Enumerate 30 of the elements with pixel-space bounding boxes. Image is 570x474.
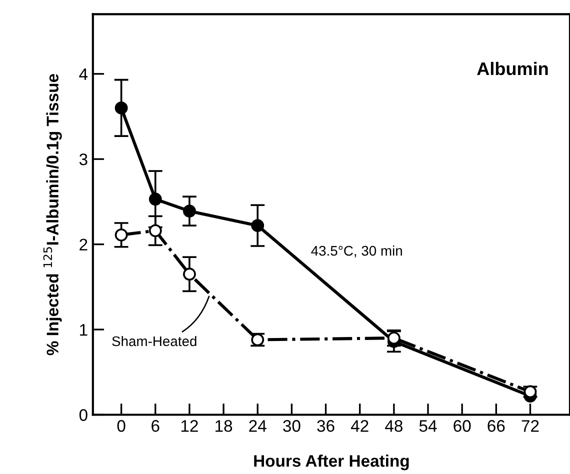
y-tick-label: 1 bbox=[80, 324, 88, 336]
point bbox=[251, 219, 264, 232]
point bbox=[114, 102, 128, 114]
y-tick-label: 0 bbox=[79, 409, 88, 421]
text: Sham-Heated bbox=[112, 336, 196, 346]
x-tick-label: 6 bbox=[152, 420, 160, 432]
x-tick-label: 30 bbox=[283, 420, 300, 432]
point bbox=[148, 224, 162, 238]
y-axis-title: % Injected $^{125}$I-Albumin/0.1g Tissue bbox=[43, 74, 62, 356]
x-axis-title: Hours After Heating bbox=[254, 454, 409, 470]
y-tick-label: 2 bbox=[80, 238, 88, 250]
x-tick-label: 18 bbox=[216, 420, 232, 432]
x-tick-label: 42 bbox=[350, 420, 368, 432]
point bbox=[183, 204, 196, 218]
point bbox=[114, 228, 128, 242]
x-tick-label: 36 bbox=[317, 420, 334, 432]
x-tick-label: 54 bbox=[419, 420, 437, 432]
x-tick-label: 48 bbox=[385, 420, 402, 432]
series-label: 43.5°C, 30 min bbox=[311, 246, 402, 258]
x-tick-label: 24 bbox=[249, 420, 266, 432]
point bbox=[148, 192, 162, 206]
x-tick-label: 60 bbox=[454, 420, 471, 432]
annotation: Albumin bbox=[477, 62, 548, 76]
y-tick-label: 4 bbox=[79, 68, 88, 80]
x-tick-label: 0 bbox=[117, 420, 126, 432]
point bbox=[183, 268, 196, 281]
x-tick-label: 66 bbox=[488, 420, 505, 432]
x-tick-label: 72 bbox=[522, 420, 539, 432]
x-tick-label: 12 bbox=[181, 420, 198, 432]
y-tick-label: 3 bbox=[79, 153, 88, 166]
